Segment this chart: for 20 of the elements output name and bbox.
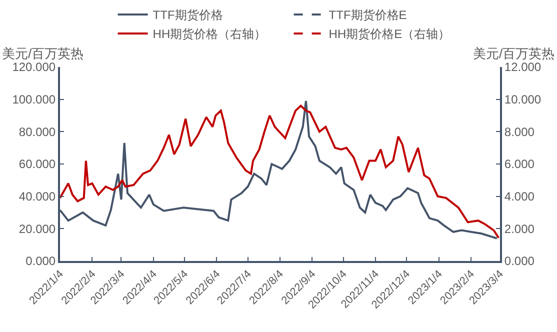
y2-tick-label: 0.000 [504,254,535,268]
legend-label: HH期货价格（右轴） [152,27,266,42]
y-tick-label: 100.000 [12,92,56,107]
y2-axis-title: 美元/百万英热 [473,46,555,61]
y2-tick-label: 10.000 [504,92,542,107]
y-tick-label: 60.000 [18,157,56,172]
legend-label: HH期货价格E（右轴） [328,27,450,42]
y-tick-label: 80.000 [18,124,56,139]
y2-tick-label: 6.000 [504,157,535,172]
y2-tick-label: 4.000 [504,190,535,204]
legend-label: TTF期货价格 [152,8,223,22]
y-axis-title: 美元/百万英热 [2,46,84,61]
y-tick-label: 120.000 [12,60,56,74]
y-tick-label: 20.000 [18,222,56,236]
y2-tick-label: 2.000 [504,222,535,236]
y-tick-label: 0.000 [26,254,56,268]
y2-tick-label: 8.000 [504,124,535,139]
legend-label: TTF期货价格E [328,8,407,22]
y-tick-label: 40.000 [18,190,56,204]
y2-tick-label: 12.000 [504,60,542,74]
